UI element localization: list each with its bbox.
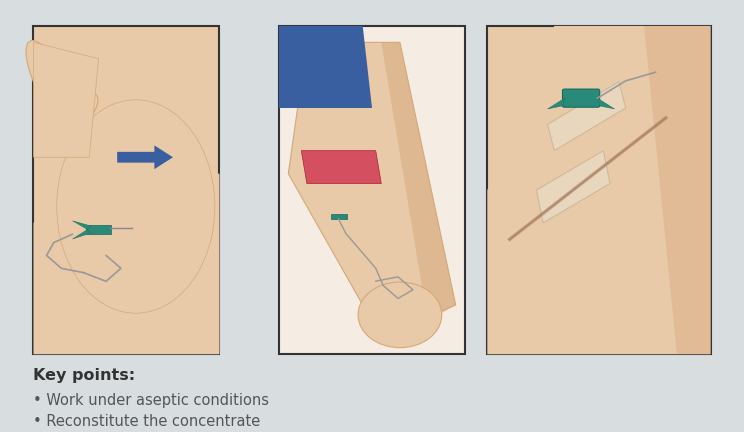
Polygon shape [536,151,610,223]
Polygon shape [644,26,711,354]
FancyArrow shape [118,146,173,169]
Polygon shape [279,26,372,108]
Polygon shape [289,42,456,338]
Ellipse shape [26,41,78,130]
FancyBboxPatch shape [562,89,600,107]
FancyBboxPatch shape [279,26,465,354]
Ellipse shape [358,282,442,348]
Polygon shape [33,42,98,157]
Polygon shape [548,82,626,151]
Text: Key points:: Key points: [33,368,135,383]
Polygon shape [33,174,219,354]
Text: • Work under aseptic conditions: • Work under aseptic conditions [33,393,269,408]
FancyBboxPatch shape [487,26,711,354]
Polygon shape [73,221,92,229]
FancyBboxPatch shape [331,214,347,219]
FancyBboxPatch shape [86,225,112,234]
Text: • Reconstitute the concentrate: • Reconstitute the concentrate [33,414,260,429]
Polygon shape [487,26,711,354]
Polygon shape [597,98,615,109]
Polygon shape [548,98,565,109]
Ellipse shape [57,100,215,313]
Polygon shape [381,42,456,321]
FancyBboxPatch shape [33,26,219,354]
Polygon shape [301,151,381,184]
Polygon shape [73,229,92,239]
Ellipse shape [36,92,98,144]
